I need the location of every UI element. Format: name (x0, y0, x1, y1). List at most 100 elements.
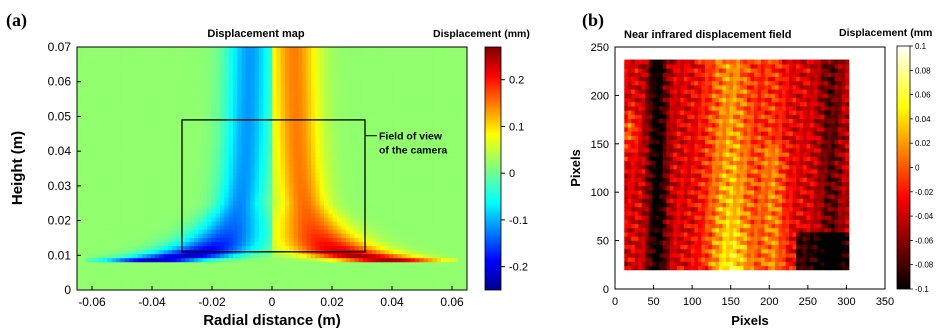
heatmap-cell-a (198, 55, 204, 60)
heatmap-cell-a (397, 204, 403, 210)
heatmap-cell-a (129, 87, 134, 93)
heatmap-cell-a (107, 156, 113, 161)
heatmap-cell-a (276, 47, 282, 52)
heatmap-cell-a (358, 200, 364, 206)
heatmap-cell-a (406, 87, 412, 93)
heatmap-cell-a (306, 257, 312, 263)
heatmap-cell-a (163, 172, 169, 178)
heatmap-cell-a (285, 152, 290, 157)
heatmap-cell-a (259, 217, 264, 222)
heatmap-cell-a (393, 79, 399, 85)
heatmap-cell-a (111, 47, 117, 52)
heatmap-cell-a (194, 144, 199, 149)
heatmap-cell-a (85, 152, 91, 157)
heatmap-cell-a (393, 196, 399, 202)
heatmap-cell-a (185, 79, 191, 85)
heatmap-cell-a (90, 75, 95, 80)
heatmap-cell-a (146, 148, 152, 153)
heatmap-cell-a (298, 63, 303, 68)
heatmap-cell-a (133, 281, 139, 287)
heatmap-cell-a (380, 144, 386, 149)
heatmap-cell-a (389, 269, 394, 275)
heatmap-cell-a (376, 196, 381, 202)
heatmap-cell-a (272, 237, 277, 242)
heatmap-cell-a (98, 176, 104, 182)
heatmap-cell-a (267, 107, 273, 113)
heatmap-cell-a (233, 148, 238, 153)
heatmap-cell-a (198, 217, 204, 222)
heatmap-cell-a (77, 87, 82, 93)
heatmap-cell-a (410, 160, 416, 166)
heatmap-cell-a (393, 233, 399, 238)
heatmap-cell-a (337, 140, 342, 145)
heatmap-cell-a (267, 91, 273, 97)
heatmap-cell-a (120, 148, 126, 153)
heatmap-cell-a (215, 217, 221, 222)
heatmap-cell-a (237, 140, 243, 145)
heatmap-cell-a (332, 160, 338, 166)
heatmap-cell-a (90, 168, 95, 174)
heatmap-cell-a (272, 168, 277, 174)
heatmap-cell-a (198, 95, 204, 101)
heatmap-cell-a (380, 265, 386, 271)
heatmap-cell-a (432, 269, 438, 275)
heatmap-cell-a (155, 221, 160, 226)
heatmap-cell-a (185, 132, 191, 137)
heatmap-cell-a (298, 91, 303, 97)
heatmap-cell-a (81, 91, 87, 97)
heatmap-cell-a (146, 196, 152, 202)
heatmap-cell-a (116, 71, 121, 76)
heatmap-cell-a (415, 156, 420, 161)
heatmap-cell-a (207, 75, 212, 80)
heatmap-cell-a (380, 225, 386, 230)
heatmap-cell-a (137, 83, 143, 89)
heatmap-cell-a (402, 75, 407, 80)
heatmap-cell-a (185, 265, 191, 271)
heatmap-cell-a (94, 63, 100, 68)
heatmap-cell-a (168, 184, 173, 190)
heatmap-cell-a (81, 164, 87, 170)
heatmap-cell-a (90, 269, 95, 275)
heatmap-cell-a (298, 233, 303, 238)
heatmap-cell-a (419, 136, 425, 141)
heatmap-cell-a (146, 140, 152, 145)
heatmap-cell-a (142, 257, 147, 263)
heatmap-cell-a (116, 128, 121, 133)
heatmap-cell-a (120, 152, 126, 157)
heatmap-cell-a (354, 107, 360, 113)
heatmap-cell-a (224, 99, 230, 105)
heatmap-cell-a (233, 172, 238, 178)
heatmap-cell-a (211, 253, 217, 259)
heatmap-cell-a (246, 71, 251, 76)
heatmap-cell-a (389, 257, 394, 263)
heatmap-cell-a (306, 229, 312, 234)
heatmap-cell-a (332, 281, 338, 287)
heatmap-cell-a (259, 233, 264, 238)
heatmap-cell-a (367, 59, 373, 64)
heatmap-cell-a (432, 107, 438, 113)
heatmap-cell-a (142, 180, 147, 186)
heatmap-cell-a (254, 221, 260, 226)
heatmap-cell-a (194, 229, 199, 234)
heatmap-cell-a (298, 95, 303, 101)
heatmap-cell-a (371, 245, 377, 251)
heatmap-cell-a (367, 281, 373, 287)
heatmap-cell-a (406, 83, 412, 89)
heatmap-cell-a (133, 79, 139, 85)
heatmap-cell-a (220, 160, 225, 166)
heatmap-cell-a (432, 233, 438, 238)
heatmap-cell-a (419, 237, 425, 242)
heatmap-cell-a (120, 87, 126, 93)
heatmap-cell-a (380, 281, 386, 287)
heatmap-cell-a (163, 245, 169, 251)
heatmap-cell-a (419, 285, 425, 290)
heatmap-cell-a (280, 123, 286, 129)
heatmap-cell-a (155, 172, 160, 178)
heatmap-cell-a (94, 213, 100, 218)
heatmap-cell-a (129, 115, 134, 121)
heatmap-cell-a (415, 160, 420, 166)
heatmap-cell-a (111, 217, 117, 222)
heatmap-cell-a (406, 123, 412, 129)
heatmap-cell-a (350, 99, 355, 105)
heatmap-cell-a (176, 115, 182, 121)
